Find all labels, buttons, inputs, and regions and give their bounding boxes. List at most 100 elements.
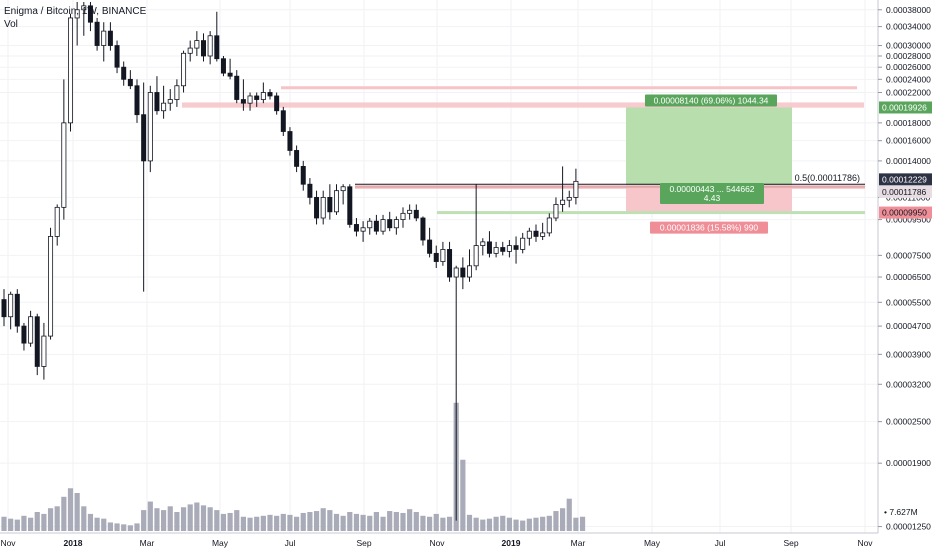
candle-body: [220, 58, 226, 74]
volume-bar: [573, 517, 579, 531]
candle-body: [466, 265, 472, 278]
candle-body: [147, 92, 153, 162]
price-axis-label: 0.00028000: [886, 51, 931, 61]
volume-bar: [493, 516, 499, 531]
candle-body: [353, 224, 359, 232]
time-axis-label: May: [212, 538, 229, 548]
volume-bar: [28, 517, 34, 531]
candle-body: [327, 196, 333, 213]
candle-body: [440, 249, 446, 262]
candle-body: [260, 92, 266, 100]
candle-body: [373, 220, 379, 232]
volume-bar: [167, 506, 173, 531]
price-axis-label: 0.00024000: [886, 74, 931, 84]
volume-bar: [54, 506, 60, 531]
price-axis-label: 0.00007500: [886, 250, 931, 260]
volume-bar: [553, 511, 559, 531]
volume-bar: [546, 515, 552, 531]
candle-body: [234, 75, 240, 100]
price-axis-label: 0.00003200: [886, 379, 931, 389]
volume-bar: [420, 515, 426, 531]
candle-body: [407, 209, 413, 214]
volume-bar: [360, 514, 366, 531]
candle-body: [61, 122, 67, 208]
chart-legend: Enigma / Bitcoin, 1W, BINANCE Vol: [4, 5, 146, 31]
candle-body: [560, 199, 566, 205]
volume-bar: [161, 510, 167, 531]
candle-body: [187, 47, 193, 54]
volume-bar: [579, 516, 586, 531]
candle-body: [247, 95, 253, 104]
volume-bar: [373, 512, 379, 531]
volume-bar: [540, 516, 546, 531]
candle-body: [94, 21, 100, 46]
candle-body: [307, 183, 313, 198]
candle-body: [287, 131, 293, 151]
volume-bar: [87, 513, 94, 531]
candle-body: [121, 66, 127, 80]
volume-bar: [513, 519, 519, 531]
volume-bar: [114, 523, 120, 531]
time-axis-background: [0, 533, 932, 550]
candle-body: [161, 102, 167, 112]
volume-bar: [473, 517, 479, 531]
volume-bar: [81, 506, 87, 531]
stop-label: 0.00001836 (15.58%) 990: [660, 223, 759, 233]
candle-body: [267, 92, 273, 97]
candle-body: [333, 190, 339, 213]
candle-body: [240, 99, 246, 104]
price-axis-label: 0.00018000: [886, 118, 931, 128]
volume-bar: [240, 516, 246, 531]
time-axis-label: Nov: [429, 538, 445, 548]
candle-body: [340, 186, 346, 192]
volume-bar: [446, 516, 453, 531]
volume-bar: [327, 510, 333, 531]
volume-bar: [393, 512, 399, 531]
candle-body: [54, 206, 60, 237]
price-axis-label: 0.00038000: [886, 5, 931, 15]
volume-bar: [427, 516, 433, 531]
candle-body: [546, 217, 552, 234]
volume-bar: [533, 517, 539, 531]
candle-body: [427, 239, 433, 254]
volume-bar: [340, 515, 346, 531]
candle-body: [194, 40, 200, 49]
volume-badge-bg: [879, 506, 932, 518]
volume-bar: [187, 504, 193, 531]
candle-body: [41, 335, 47, 367]
volume-bar: [254, 516, 260, 531]
time-axis-label: Jul: [285, 538, 296, 548]
position-mid-label-line1: 0.00000443 ... 544662: [669, 184, 754, 194]
volume-bar: [47, 508, 54, 531]
price-axis-label: 0.00004700: [886, 321, 931, 331]
candle-body: [254, 95, 260, 100]
volume-bar: [307, 512, 313, 531]
volume-bar: [227, 512, 233, 531]
volume-bar: [466, 514, 473, 531]
candle-body: [181, 52, 187, 87]
candle-body: [360, 227, 366, 232]
price-axis-label: 0.00026000: [886, 62, 931, 72]
volume-bar: [101, 518, 107, 531]
volume-bar: [41, 513, 47, 531]
volume-bar: [294, 516, 300, 531]
volume-bar: [207, 507, 213, 531]
volume-bar: [407, 509, 413, 531]
volume-bar: [486, 518, 493, 531]
candle-body: [553, 204, 559, 219]
volume-bar: [247, 517, 253, 531]
candle-body: [447, 249, 453, 278]
volume-bar: [61, 496, 67, 531]
price-axis-label: 0.00016000: [886, 136, 931, 146]
target-label: 0.00008140 (69.06%) 1044.34: [654, 95, 769, 105]
candle-body: [87, 5, 93, 23]
volume-bar: [267, 514, 273, 531]
profit-zone: [626, 107, 792, 187]
target-label-bg: [645, 94, 777, 107]
time-axis-label: Mar: [140, 538, 155, 548]
candle-body: [74, 9, 80, 19]
volume-bar: [200, 505, 207, 531]
candle-body: [8, 293, 14, 318]
